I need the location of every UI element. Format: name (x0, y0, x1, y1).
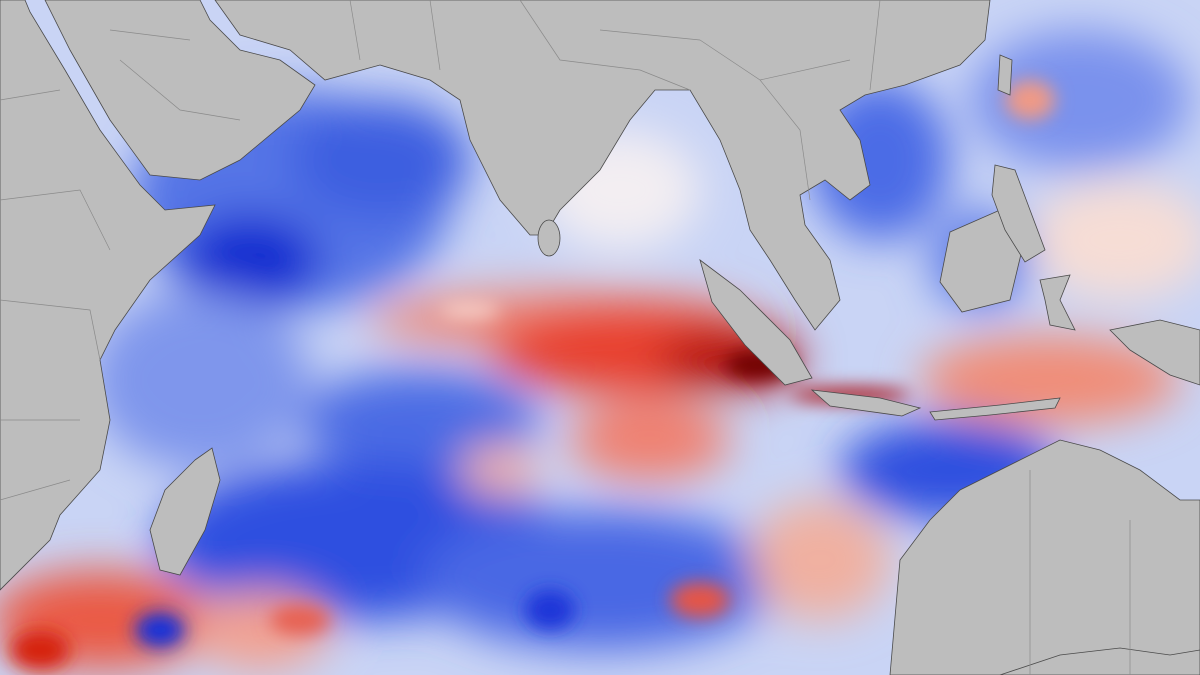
australia (889, 439, 1200, 675)
country-borders (0, 0, 1131, 675)
java (810, 389, 922, 417)
new-guinea (1109, 319, 1200, 386)
taiwan (997, 54, 1013, 96)
lesser-sunda (929, 397, 1061, 421)
sulawesi (1039, 274, 1076, 331)
africa (0, 0, 216, 591)
philippines (991, 164, 1046, 263)
asia (214, 0, 991, 331)
antarctic-edge (999, 647, 1200, 675)
sumatra (699, 258, 813, 386)
sri-lanka (537, 219, 561, 257)
madagascar (149, 447, 221, 576)
anomaly-blobs (0, 30, 1200, 670)
arabia (44, 0, 316, 181)
